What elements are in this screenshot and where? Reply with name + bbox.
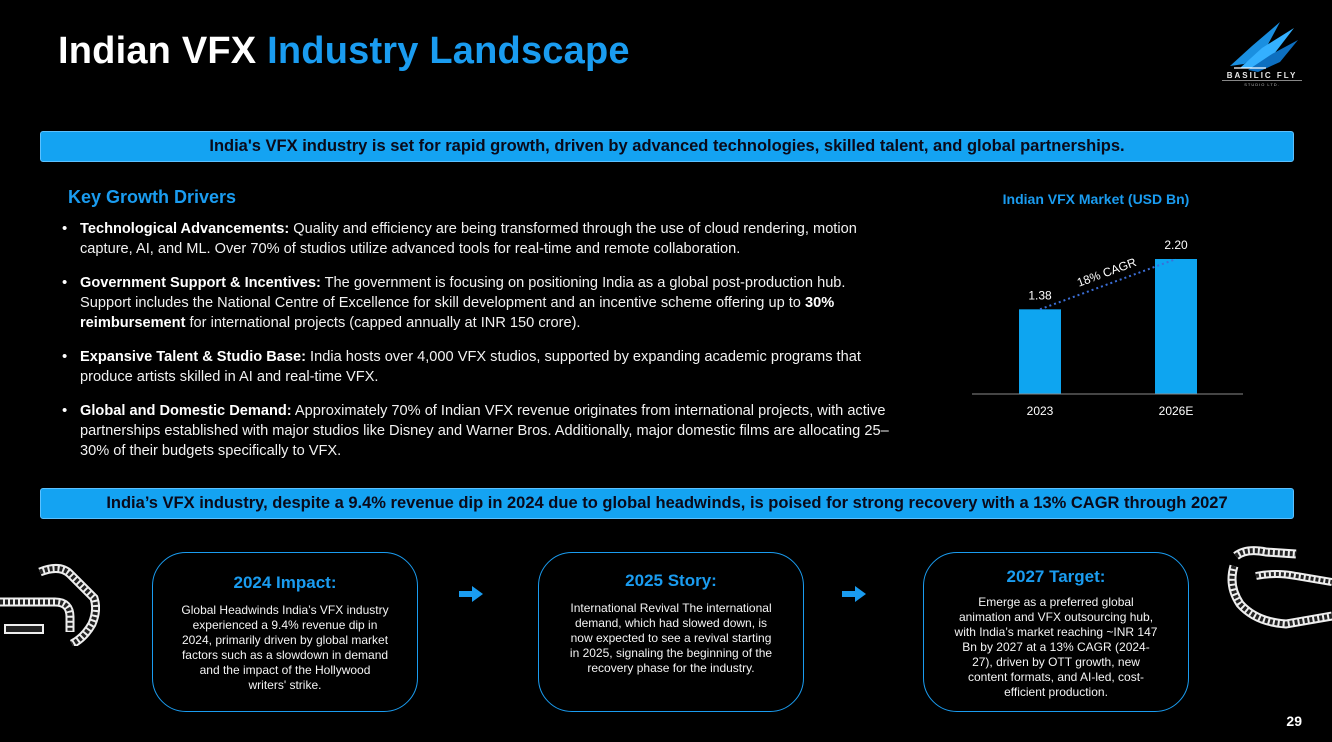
- logo-subtitle: STUDIO LTD.: [1222, 80, 1302, 87]
- driver-heading: Expansive Talent & Studio Base:: [80, 349, 306, 365]
- timeline-card-2025: 2025 Story: International Revival The in…: [538, 552, 804, 712]
- driver-text: Approximately 70% of Indian VFX revenue …: [80, 403, 889, 459]
- chart-bar: [1155, 259, 1197, 394]
- driver-heading: Government Support & Incentives:: [80, 275, 321, 291]
- page-title: Indian VFX Industry Landscape: [58, 30, 630, 73]
- driver-heading: Global and Domestic Demand:: [80, 403, 292, 419]
- timeline-card-2027: 2027 Target: Emerge as a preferred globa…: [923, 552, 1189, 712]
- driver-text: Quality and efficiency are being transfo…: [80, 221, 857, 257]
- card-body: Global Headwinds India’s VFX industry ex…: [181, 603, 389, 692]
- driver-text: for international projects (capped annua…: [185, 315, 581, 331]
- market-bar-chart: Indian VFX Market (USD Bn) 1.38 2023 2.20 20…: [972, 191, 1243, 418]
- cagr-trend-line: [1039, 258, 1177, 311]
- arrow-right-icon: [459, 586, 483, 602]
- film-reel-icon: [1227, 546, 1332, 629]
- chart-title: Indian VFX Market (USD Bn): [1003, 191, 1190, 207]
- chart-tick-label: 2026E: [1159, 404, 1194, 418]
- arrow-right-icon: [842, 586, 866, 602]
- card-body: International Revival The international …: [569, 601, 773, 675]
- growth-drivers-list: Technological Advancements: Quality and …: [60, 219, 900, 475]
- chart-bar: [1019, 309, 1061, 394]
- growth-driver-item: Government Support & Incentives: The gov…: [60, 273, 900, 333]
- growth-driver-item: Global and Domestic Demand: Approximatel…: [60, 401, 900, 461]
- card-title: 2027 Target:: [1006, 567, 1106, 586]
- chart-data-label: 2.20: [1164, 238, 1188, 252]
- growth-driver-item: Technological Advancements: Quality and …: [60, 219, 900, 259]
- driver-text: The government is focusing on positionin…: [80, 275, 846, 311]
- page-number: 29: [1286, 713, 1302, 729]
- driver-text: India hosts over 4,000 VFX studios, supp…: [80, 349, 861, 385]
- title-part-1: Indian VFX: [58, 30, 257, 72]
- chart-data-label: 1.38: [1028, 288, 1052, 302]
- basilic-fly-logo-icon: [1230, 22, 1298, 72]
- growth-driver-item: Expansive Talent & Studio Base: India ho…: [60, 347, 900, 387]
- summary-banner: India's VFX industry is set for rapid gr…: [40, 131, 1294, 162]
- outlook-banner: India’s VFX industry, despite a 9.4% rev…: [40, 488, 1294, 519]
- card-title: 2024 Impact:: [233, 573, 337, 592]
- card-title: 2025 Story:: [625, 571, 717, 590]
- driver-highlight: 30% reimbursement: [80, 295, 835, 331]
- key-growth-drivers-title: Key Growth Drivers: [68, 187, 237, 207]
- film-reel-icon: [0, 564, 100, 646]
- driver-heading: Technological Advancements:: [80, 221, 290, 237]
- chart-tick-label: 2023: [1027, 404, 1054, 418]
- title-part-2: Industry Landscape: [267, 30, 630, 72]
- card-body: Emerge as a preferred global animation a…: [954, 595, 1158, 699]
- logo-name: BASILIC FLY: [1226, 71, 1298, 80]
- timeline-card-2024: 2024 Impact: Global Headwinds India’s VF…: [152, 552, 418, 712]
